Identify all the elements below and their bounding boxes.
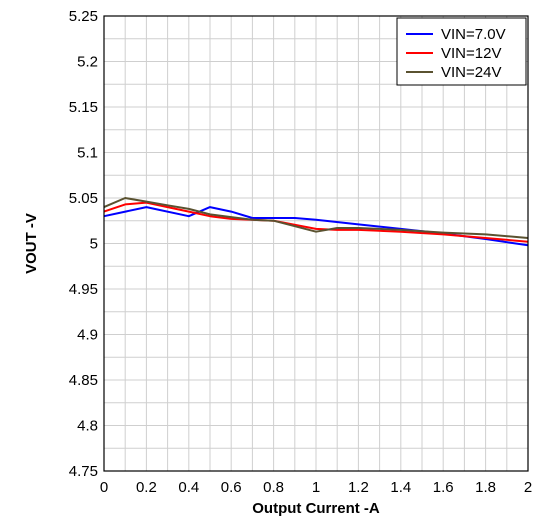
x-tick-label: 0 bbox=[100, 479, 108, 496]
x-tick-label: 0.6 bbox=[221, 479, 242, 496]
x-tick-label: 2 bbox=[524, 479, 532, 496]
y-tick-label: 5.05 bbox=[69, 190, 98, 207]
series-lines bbox=[103, 197, 529, 247]
x-tick-label: 1.2 bbox=[348, 479, 369, 496]
y-tick-label: 5.1 bbox=[77, 145, 98, 162]
x-tick-label: 1.4 bbox=[390, 479, 411, 496]
y-tick-label: 4.95 bbox=[69, 281, 98, 298]
y-tick-label: 4.85 bbox=[69, 372, 98, 389]
series-line-vin-12v bbox=[103, 201, 529, 243]
y-tick-label: 5.15 bbox=[69, 99, 98, 116]
y-tick-label: 4.8 bbox=[77, 418, 98, 435]
x-tick-label: 0.4 bbox=[178, 479, 199, 496]
x-tick-label: 1.6 bbox=[433, 479, 454, 496]
x-tick-label: 1 bbox=[312, 479, 320, 496]
y-tick-label: 4.75 bbox=[69, 463, 98, 480]
y-axis-title: VOUT -V bbox=[23, 213, 40, 274]
x-tick-label: 1.8 bbox=[475, 479, 496, 496]
legend-label: VIN=12V bbox=[441, 45, 501, 62]
y-tick-label: 4.9 bbox=[77, 327, 98, 344]
plot-area-border bbox=[103, 15, 529, 472]
y-axis-tick-labels: 4.75 4.8 4.85 4.9 4.95 5 5.05 5.1 5.15 5.2 5.25 bbox=[69, 8, 98, 480]
y-tick-label: 5.25 bbox=[69, 8, 98, 25]
legend: VIN=7.0V VIN=12V VIN=24V bbox=[396, 17, 527, 86]
legend-label: VIN=7.0V bbox=[441, 26, 506, 43]
series-line-vin-24v bbox=[103, 197, 529, 239]
y-tick-label: 5.2 bbox=[77, 54, 98, 71]
x-axis-title: Output Current -A bbox=[252, 500, 380, 517]
x-tick-label: 0.2 bbox=[136, 479, 157, 496]
x-tick-label: 0.8 bbox=[263, 479, 284, 496]
legend-box bbox=[396, 17, 527, 86]
x-axis-tick-labels: 0 0.2 0.4 0.6 0.8 1 1.2 1.4 1.6 1.8 2 bbox=[100, 479, 532, 496]
y-tick-label: 5 bbox=[90, 236, 98, 253]
legend-label: VIN=24V bbox=[441, 64, 501, 81]
